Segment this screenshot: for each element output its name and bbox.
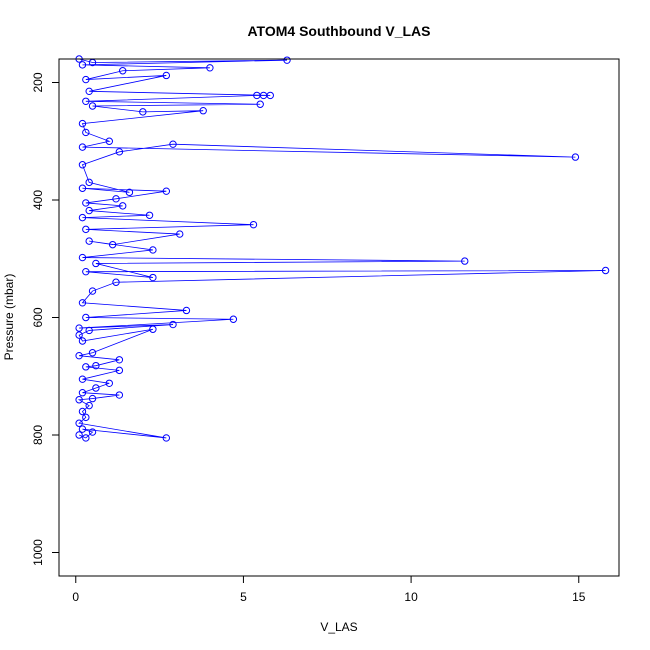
data-point (82, 434, 90, 442)
data-point (78, 61, 87, 69)
data-point (206, 64, 214, 72)
data-point (169, 140, 177, 148)
data-point (75, 331, 83, 339)
data-point (461, 257, 469, 265)
data-point (85, 237, 93, 245)
data-point (105, 137, 114, 145)
data-point (78, 143, 87, 151)
data-point (119, 67, 127, 75)
data-point (149, 325, 157, 333)
data-point (78, 389, 87, 397)
data-point (176, 230, 184, 238)
data-point (82, 128, 90, 137)
data-point (266, 91, 274, 100)
data-point (82, 225, 90, 234)
data-point (162, 187, 171, 195)
data-point (75, 351, 83, 360)
data-point (92, 384, 100, 392)
data-point (75, 396, 83, 404)
x-tick-label: 15 (572, 590, 586, 604)
data-point (75, 419, 83, 427)
data-point (92, 259, 100, 268)
data-point (78, 337, 87, 345)
data-point (149, 273, 157, 282)
data-point (88, 428, 97, 436)
data-point (283, 56, 291, 64)
data-point (199, 107, 207, 115)
chart-title: ATOM4 Southbound V_LAS (247, 23, 430, 39)
data-point (162, 434, 171, 442)
data-point (85, 206, 93, 215)
data-point (115, 148, 124, 156)
data-point (125, 188, 134, 197)
data-point (139, 108, 147, 116)
data-point (75, 431, 83, 439)
y-tick-label: 400 (31, 190, 45, 210)
data-point (82, 199, 90, 207)
data-point (82, 313, 90, 322)
data-point (82, 97, 90, 106)
data-point (78, 213, 87, 222)
data-point (78, 425, 87, 433)
data-point (88, 394, 97, 403)
data-point (182, 306, 191, 315)
data-point (85, 326, 93, 335)
data-point (82, 267, 90, 276)
data-point (119, 202, 127, 210)
x-tick-label: 10 (404, 590, 418, 604)
data-point (162, 71, 171, 80)
y-tick-label: 600 (31, 307, 45, 327)
plot-points (75, 55, 610, 442)
data-point (169, 320, 177, 329)
x-axis: 0 5 10 15 (72, 576, 586, 604)
y-tick-label: 1000 (31, 539, 45, 566)
x-tick-label: 5 (240, 590, 247, 604)
plot-frame (58, 58, 620, 577)
data-point (601, 266, 610, 275)
data-point (115, 356, 124, 364)
data-point (78, 161, 87, 169)
data-point (78, 407, 87, 416)
data-point (85, 401, 93, 410)
data-point (85, 178, 93, 187)
data-point (149, 246, 157, 254)
data-point (88, 287, 97, 295)
data-point (82, 363, 90, 371)
data-point (88, 349, 97, 357)
data-point (108, 240, 117, 249)
data-point (145, 211, 154, 219)
data-point (92, 361, 100, 370)
data-point (78, 184, 87, 192)
x-tick-label: 0 (72, 590, 79, 604)
data-point (85, 87, 93, 96)
data-point (105, 379, 114, 387)
y-tick-label: 800 (31, 425, 45, 445)
y-axis: 200 400 600 800 1000 (31, 72, 59, 566)
plot-lines (77, 58, 606, 439)
data-point (249, 220, 258, 229)
data-point (82, 413, 90, 422)
data-point (256, 100, 264, 108)
series-line (77, 58, 606, 439)
data-point (112, 195, 120, 203)
data-point (78, 253, 87, 262)
y-tick-label: 200 (31, 72, 45, 92)
data-point (229, 315, 238, 323)
y-axis-label: Pressure (mbar) (2, 274, 16, 361)
data-point (571, 153, 580, 161)
data-point (82, 75, 90, 84)
data-point (78, 299, 87, 307)
data-point (88, 102, 97, 110)
data-point (112, 278, 120, 286)
data-point (78, 119, 87, 128)
data-point (78, 375, 87, 383)
data-point (115, 391, 124, 399)
data-point (75, 324, 83, 332)
data-point (115, 366, 124, 375)
x-axis-label: V_LAS (320, 620, 357, 634)
